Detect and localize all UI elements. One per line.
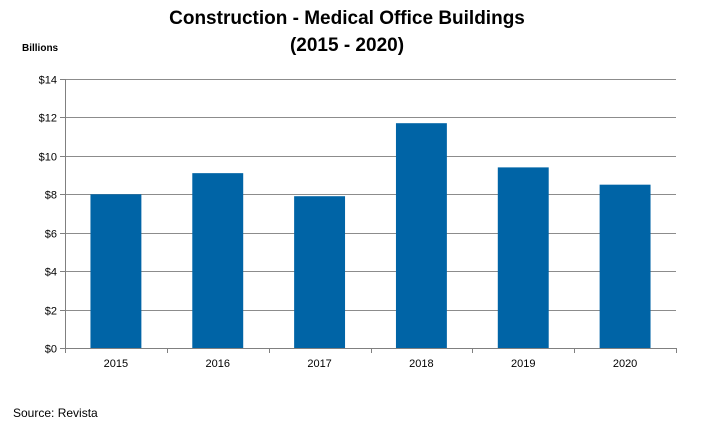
axes <box>60 79 677 353</box>
x-tick-label: 2016 <box>206 358 230 370</box>
y-tick-labels: $0 $2 $4 $6 $8 $10 $12 $14 <box>39 75 57 356</box>
y-tick-label: $2 <box>45 306 57 318</box>
y-tick-label: $4 <box>45 267 57 279</box>
bars <box>90 123 651 348</box>
chart-subtitle: (2015 - 2020) <box>290 35 404 56</box>
y-tick-label: $0 <box>45 344 57 356</box>
y-unit-label: Billions <box>22 43 59 54</box>
x-tick-label: 2019 <box>511 358 535 370</box>
x-tick-label: 2018 <box>409 358 433 370</box>
x-tick-label: 2017 <box>307 358 331 370</box>
y-tick-label: $12 <box>39 113 57 125</box>
bar-2020 <box>599 184 651 348</box>
y-tick-label: $10 <box>39 152 57 164</box>
x-tick-label: 2020 <box>613 358 637 370</box>
y-tick-label: $8 <box>45 190 57 202</box>
chart-title: Construction - Medical Office Buildings <box>169 8 525 29</box>
gridlines <box>65 79 676 311</box>
bar-2017 <box>294 196 346 348</box>
x-tick-labels: 2015 2016 2017 2018 2019 2020 <box>104 358 638 370</box>
y-tick-label: $14 <box>39 75 57 87</box>
y-tick-label: $6 <box>45 229 57 241</box>
bar-2016 <box>192 173 244 348</box>
bar-2019 <box>497 167 549 348</box>
x-tick-label: 2015 <box>104 358 128 370</box>
source-note: Source: Revista <box>13 406 98 420</box>
bar-2015 <box>90 194 142 348</box>
bar-2018 <box>395 123 447 348</box>
